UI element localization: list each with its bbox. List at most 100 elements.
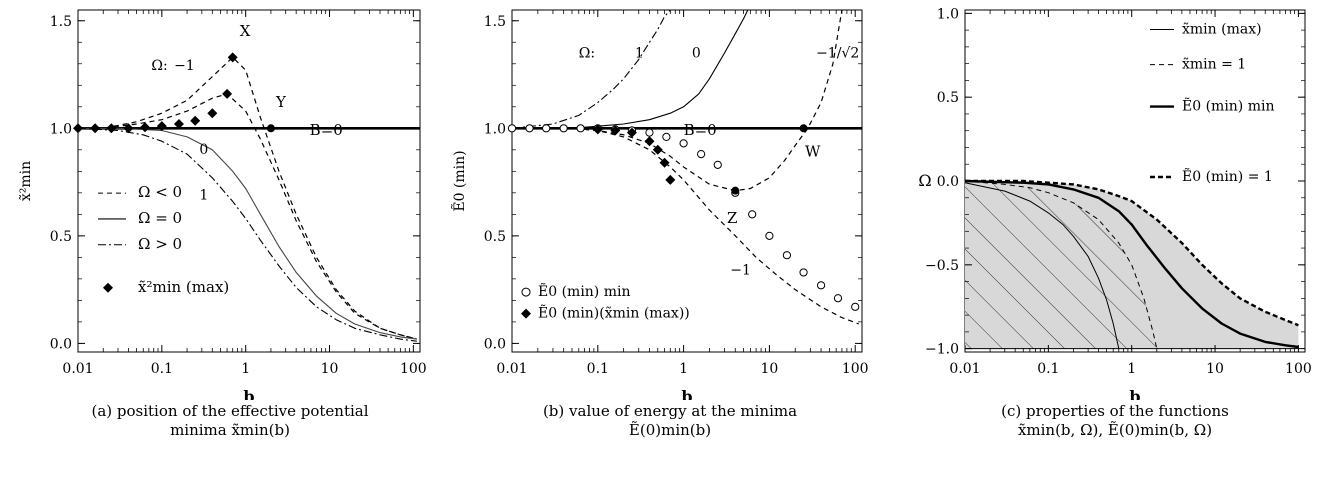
- annotation-omega-1: 1: [635, 45, 644, 61]
- legend-diamond: [103, 282, 113, 293]
- diamond-marker: [659, 157, 670, 168]
- diamond-marker: [106, 123, 117, 134]
- diamond-marker: [173, 119, 184, 129]
- series-line: [964, 179, 1299, 349]
- caption-b-line2: Ẽ(0)min(b): [628, 421, 712, 439]
- y-tick-label: 0.0: [484, 336, 506, 352]
- series-line: [965, 179, 1299, 327]
- y-tick-label: −0.5: [925, 258, 959, 274]
- annotation-b0: B=0: [310, 121, 343, 139]
- series-line: [511, 9, 671, 129]
- x-tick-label: 100: [1285, 361, 1312, 377]
- annotation-b0: B=0: [684, 121, 717, 139]
- legend-circle: [521, 287, 531, 297]
- x-tick-label: 1: [241, 361, 250, 377]
- x-tick-label: 10: [321, 361, 339, 377]
- annotation-omega: Ω:: [151, 58, 167, 74]
- x-tick-label: 0.1: [1037, 361, 1059, 377]
- legend-label: Ω > 0: [138, 235, 182, 253]
- annotation-z: Z: [727, 209, 737, 227]
- caption-c-line2: x̃min(b, Ω), Ẽ(0)min(b, Ω): [1017, 421, 1213, 439]
- x-tick-label: 0.1: [587, 361, 609, 377]
- caption-a-line1: position of the effective potential: [116, 402, 369, 420]
- caption-c: (c) properties of the functions x̃min(b,…: [910, 402, 1320, 440]
- circle-marker: [782, 251, 792, 260]
- circle-marker: [816, 281, 826, 290]
- series-line: [512, 9, 843, 192]
- x-axis-label: b: [681, 387, 692, 400]
- series-line: [964, 182, 1120, 349]
- circle-marker: [525, 124, 534, 133]
- circle-marker: [559, 124, 568, 133]
- x-tick-label: 100: [842, 361, 869, 377]
- legend-label: Ω < 0: [138, 183, 182, 201]
- circle-marker: [833, 294, 843, 303]
- point-marker: [731, 186, 740, 195]
- circle-marker: [576, 124, 585, 133]
- panel-c: 0.01 0.1 1 10 100 −1.0 −0.5 0.0 0.5 1.0 b Ωx̃min (m…: [918, 6, 1312, 406]
- annotation-omega-minus1: −1: [730, 263, 751, 279]
- x-tick-label: 0.01: [949, 361, 980, 377]
- series-line: [78, 56, 417, 340]
- annotation-omega-minus-inv-sqrt2: −1/√2: [816, 45, 859, 61]
- annotation-y: Y: [275, 93, 287, 111]
- diamond-marker: [222, 88, 233, 99]
- diamond-marker: [644, 136, 655, 147]
- caption-b-line1: value of energy at the minima: [569, 402, 798, 420]
- point-marker: [266, 124, 275, 133]
- legend-label: x̃²min (max): [138, 278, 229, 296]
- legend-label: x̃min = 1: [1182, 57, 1246, 73]
- diamond-marker: [73, 123, 83, 134]
- series-line: [77, 127, 417, 342]
- y-tick-label: 1.5: [484, 14, 506, 30]
- point-marker: [799, 124, 808, 133]
- series-line: [78, 127, 417, 340]
- top-mask: [965, 0, 1305, 10]
- y-tick-label: −1.0: [925, 342, 959, 358]
- x-tick-label: 0.1: [151, 361, 173, 377]
- top-mask: [512, 0, 862, 10]
- caption-a-label: (a): [91, 402, 113, 420]
- y-tick-label: 1.0: [484, 121, 506, 137]
- legend-label: Ẽ0 (min) = 1: [1182, 167, 1273, 185]
- circle-marker: [799, 268, 808, 277]
- diamond-marker: [156, 121, 167, 132]
- circle-marker: [697, 150, 706, 159]
- y-axis-label: x̃²min: [18, 161, 34, 201]
- annotation-omega-0: 0: [692, 45, 701, 61]
- y-axis-label: Ẽ0 (min): [450, 150, 468, 211]
- circle-marker: [662, 132, 671, 142]
- series-line: [512, 9, 749, 129]
- legend-label: Ω = 0: [138, 209, 182, 227]
- y-tick-label: 1.5: [50, 14, 72, 30]
- annotation-omega: Ω:: [579, 45, 595, 61]
- diamond-marker: [610, 125, 621, 136]
- legend-label: Ẽ0 (min) min: [538, 282, 631, 300]
- annotation-w: W: [805, 142, 821, 160]
- diamond-marker: [652, 144, 663, 155]
- annotation-x: X: [240, 22, 251, 40]
- circle-marker: [507, 124, 517, 133]
- series-line: [964, 180, 1158, 349]
- diamond-marker: [665, 174, 676, 185]
- plot-frame: [511, 9, 863, 353]
- annotation-omega-minus1: −1: [174, 58, 195, 74]
- caption-c-line1: properties of the functions: [1026, 402, 1229, 420]
- y-tick-label: 0.5: [937, 90, 959, 106]
- y-tick-label: 1.0: [50, 121, 72, 137]
- diamond-marker: [123, 123, 134, 134]
- x-tick-label: 0.01: [496, 361, 527, 377]
- y-axis-label: Ω: [918, 171, 931, 190]
- y-tick-label: 1.0: [937, 6, 959, 22]
- legend-label: x̃min (max): [1182, 21, 1262, 37]
- legend-label: Ẽ0 (min) min: [1182, 97, 1275, 115]
- y-tick-label: 0.5: [484, 229, 506, 245]
- circle-marker: [645, 128, 654, 137]
- x-tick-label: 100: [400, 361, 427, 377]
- circle-marker: [748, 210, 757, 219]
- diamond-marker: [190, 115, 201, 126]
- top-mask: [78, 0, 420, 10]
